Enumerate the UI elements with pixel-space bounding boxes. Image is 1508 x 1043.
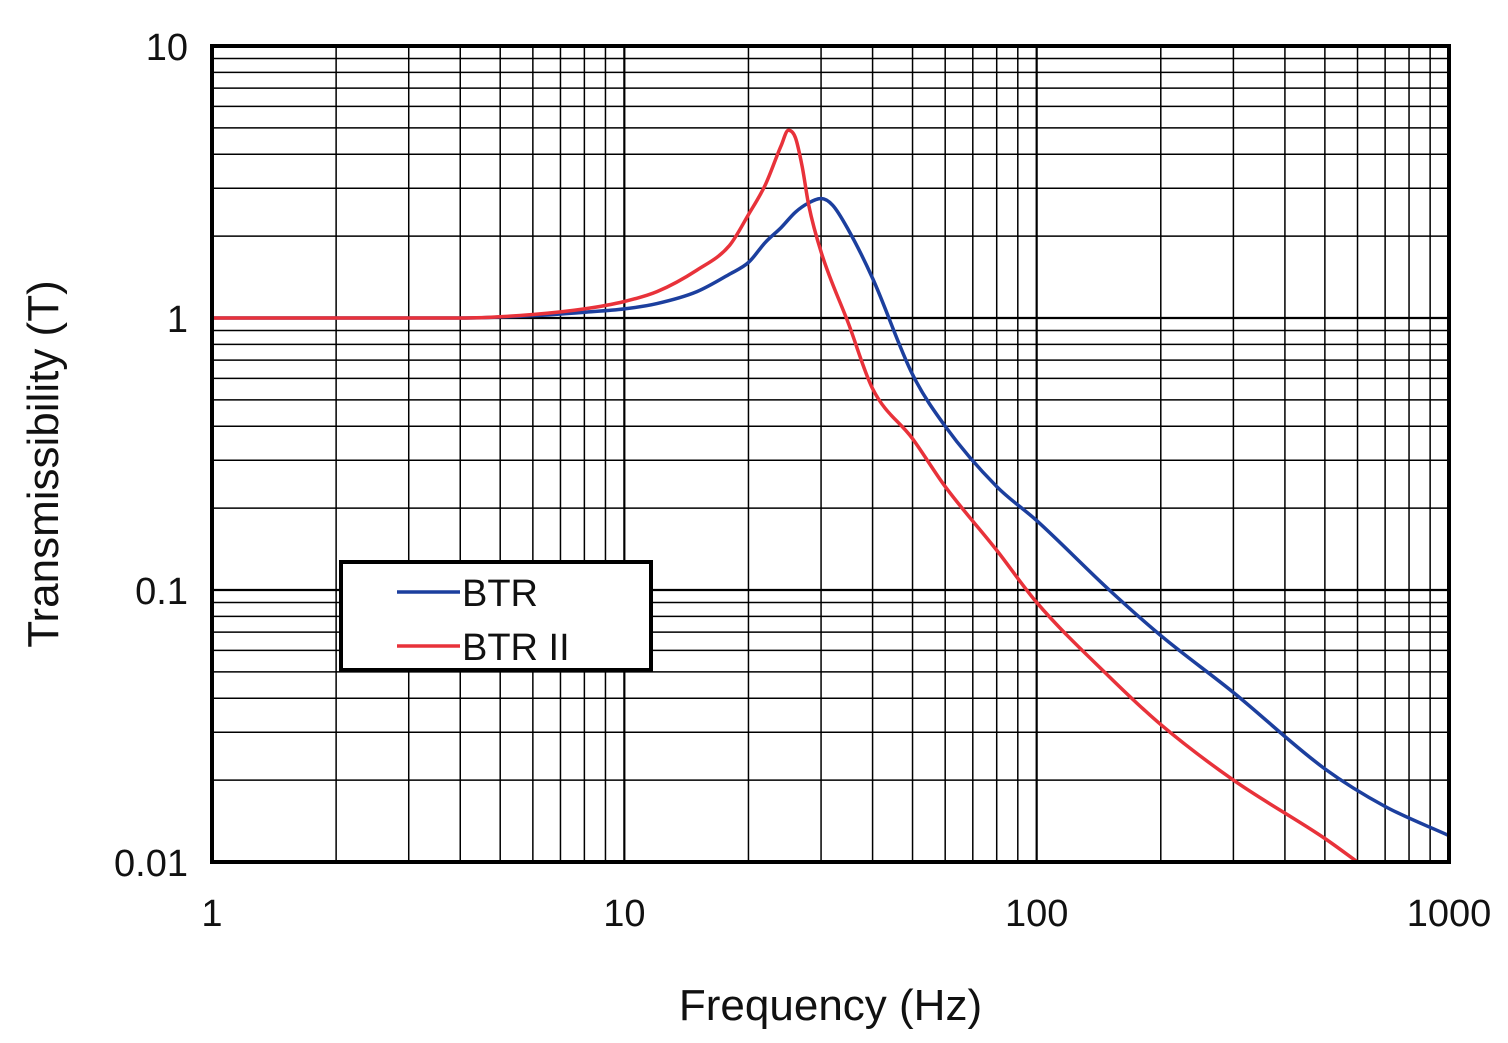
legend-box	[339, 560, 653, 672]
plot-frame	[210, 44, 1451, 864]
legend-label-btr: BTR	[462, 573, 538, 615]
x-tick-label: 1000	[1407, 893, 1492, 935]
series-line-btr	[210, 196, 1451, 838]
y-tick-label: 0.1	[135, 571, 188, 613]
y-tick-label: 1	[167, 299, 188, 341]
grid-lines	[210, 46, 1449, 864]
x-tick-label: 1	[201, 893, 222, 935]
x-tick-labels: 1 10 100 1000	[201, 893, 1491, 935]
series-layer	[210, 128, 1451, 864]
x-tick-label: 10	[603, 893, 645, 935]
x-axis-title: Frequency (Hz)	[679, 981, 982, 1030]
legend-label-btr-ii: BTR II	[462, 627, 570, 669]
y-tick-labels: 10 1 0.1 0.01	[114, 27, 188, 885]
series-line-btr-ii	[210, 128, 1360, 864]
y-axis-title: Transmissibility (T)	[19, 280, 68, 647]
y-tick-label: 0.01	[114, 843, 188, 885]
y-tick-label: 10	[146, 27, 188, 69]
legend: BTR BTR II	[339, 560, 653, 672]
x-tick-label: 100	[1005, 893, 1068, 935]
